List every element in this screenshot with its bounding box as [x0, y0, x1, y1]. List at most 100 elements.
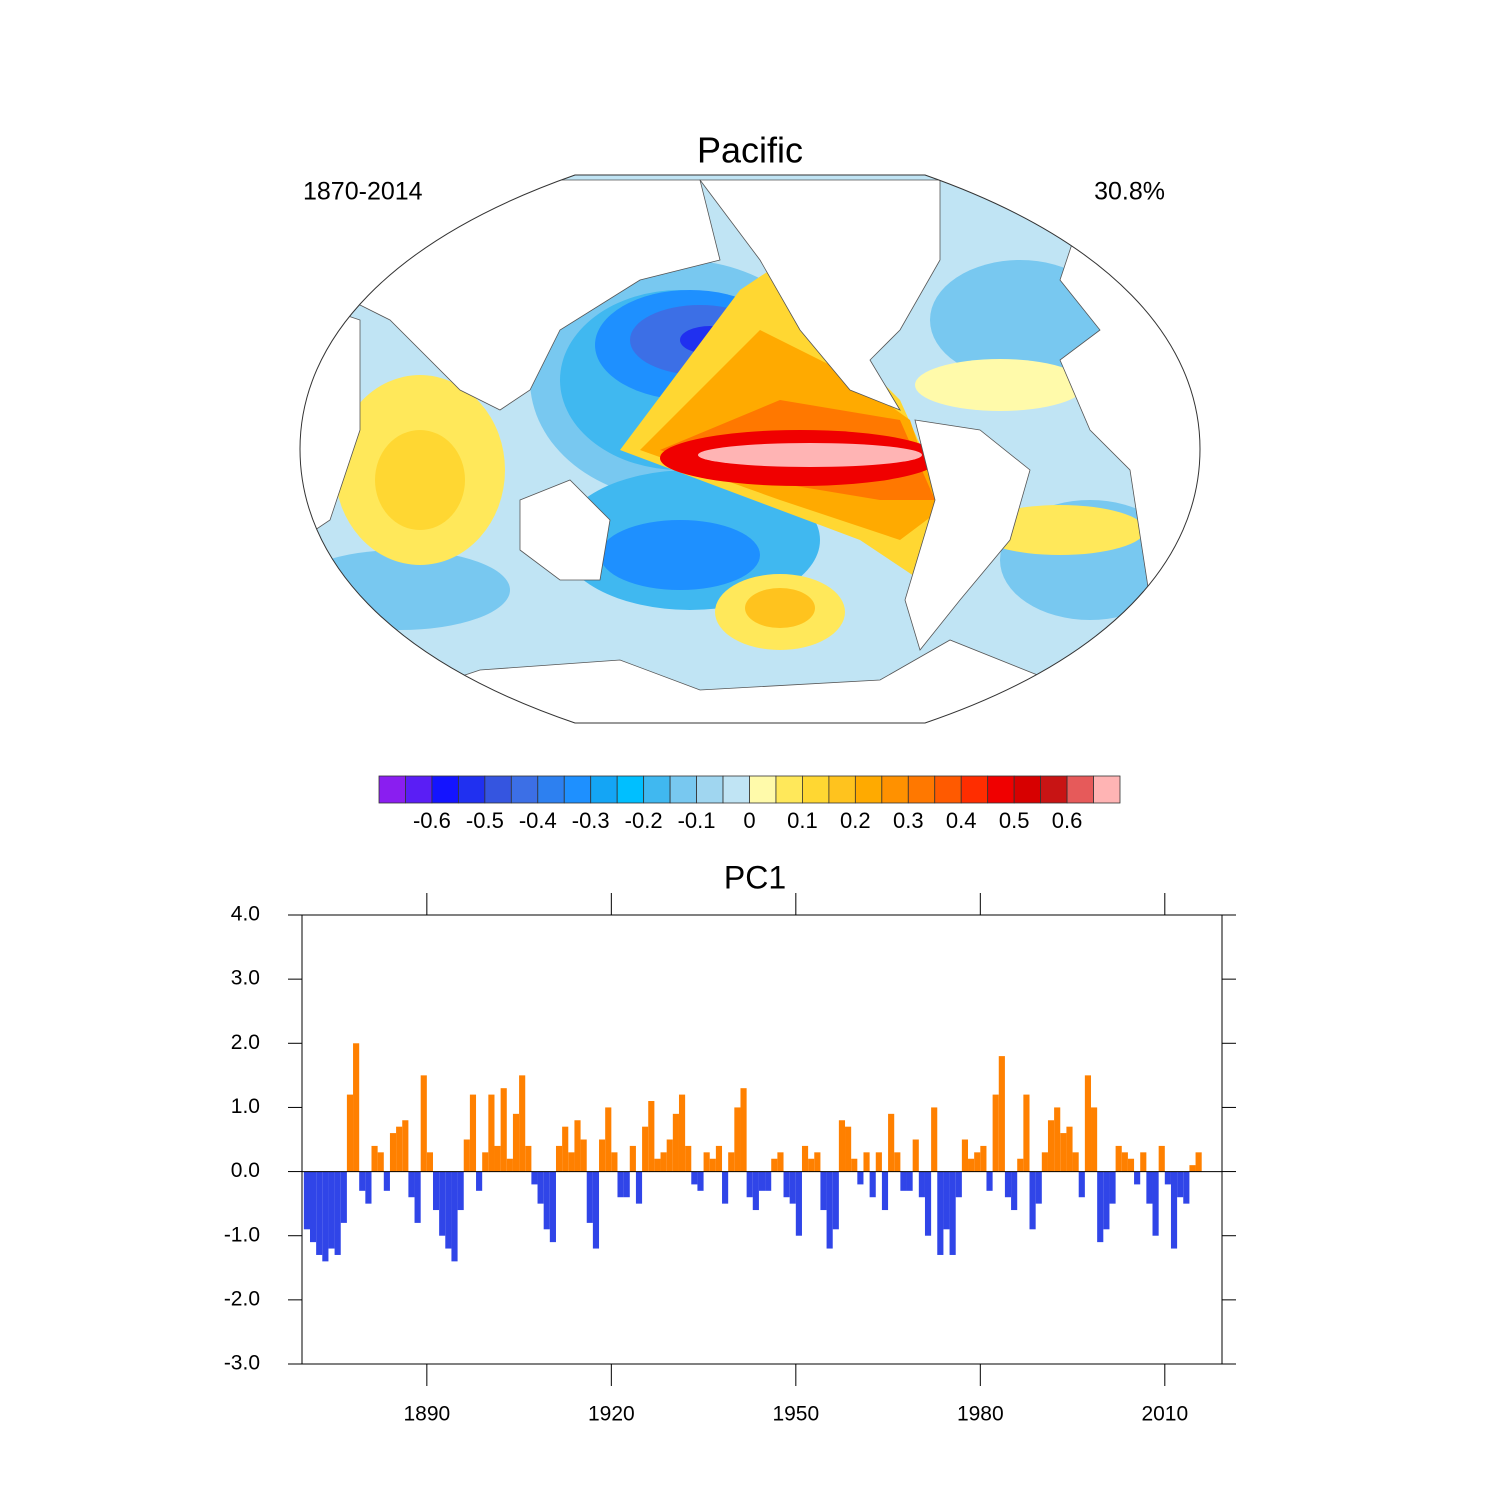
colorbar-box	[828, 775, 856, 804]
colorbar-box	[590, 775, 618, 804]
bar	[555, 1145, 563, 1172]
bar	[1054, 1107, 1061, 1172]
colorbar-box	[378, 775, 406, 804]
bar	[912, 1139, 919, 1172]
bar	[955, 1171, 962, 1198]
bar	[611, 1152, 618, 1172]
bar	[937, 1171, 944, 1255]
bar	[1097, 1171, 1104, 1243]
bar	[629, 1145, 636, 1172]
bar	[549, 1171, 556, 1243]
bar	[789, 1171, 796, 1204]
y-tick-label: 3.0	[231, 967, 260, 990]
bar	[728, 1152, 735, 1172]
bar	[1103, 1171, 1110, 1230]
x-tick-label: 2010	[1141, 1403, 1188, 1426]
bar	[525, 1145, 532, 1172]
x-tick-label: 1950	[772, 1403, 819, 1426]
bar	[426, 1152, 433, 1172]
bar	[949, 1171, 956, 1255]
bar	[1195, 1152, 1202, 1172]
colorbar-label: 0	[743, 808, 755, 833]
bar	[642, 1126, 649, 1172]
bar	[1177, 1171, 1184, 1198]
bar	[1091, 1107, 1098, 1172]
bar	[402, 1120, 409, 1172]
colorbar-box	[457, 775, 486, 804]
bar	[697, 1171, 704, 1191]
bar	[383, 1171, 390, 1191]
bar	[746, 1171, 753, 1198]
colorbar-box	[960, 775, 989, 804]
bar	[875, 1152, 882, 1172]
bar	[918, 1171, 925, 1198]
colorbar-label: 0.6	[1052, 808, 1083, 833]
bar	[783, 1171, 790, 1198]
bar	[1017, 1158, 1024, 1172]
bar	[986, 1171, 993, 1191]
colorbar-box	[537, 775, 565, 804]
bar	[469, 1094, 477, 1172]
bar	[857, 1171, 864, 1185]
y-tick-label: 0.0	[231, 1159, 260, 1182]
bar	[617, 1171, 624, 1198]
y-tick-label: -3.0	[224, 1352, 260, 1375]
bar	[316, 1171, 323, 1255]
bar	[1066, 1126, 1073, 1172]
colorbar-label: 0.2	[840, 808, 871, 833]
bar	[512, 1113, 520, 1172]
bar	[1109, 1171, 1116, 1204]
colorbar-box	[1013, 775, 1042, 804]
y-tick-label: -2.0	[224, 1287, 260, 1310]
bar	[1152, 1171, 1159, 1236]
bar	[691, 1171, 698, 1185]
colorbar-box	[802, 775, 830, 804]
bar	[586, 1171, 593, 1223]
bar	[371, 1145, 378, 1172]
colorbar-box	[510, 775, 539, 804]
bar	[1047, 1120, 1055, 1172]
map-frame	[299, 174, 1201, 724]
bar	[795, 1171, 802, 1236]
bar	[771, 1158, 778, 1172]
colorbar-box	[775, 775, 803, 804]
bar	[845, 1126, 852, 1172]
colorbar-box	[616, 775, 645, 804]
colorbar-box	[484, 775, 512, 804]
bar	[463, 1139, 470, 1172]
colorbar-box	[696, 775, 724, 804]
bar	[537, 1171, 544, 1204]
colorbar-label: 0.3	[893, 808, 924, 833]
bar	[377, 1152, 384, 1172]
colorbar-label: -0.6	[413, 808, 451, 833]
bar	[894, 1152, 901, 1172]
y-tick-label: 1.0	[231, 1095, 260, 1118]
bar	[562, 1126, 569, 1172]
bar	[931, 1107, 938, 1172]
bar	[494, 1145, 501, 1172]
bar	[420, 1075, 427, 1172]
bar	[881, 1171, 889, 1211]
bar	[666, 1139, 673, 1172]
bar	[506, 1158, 513, 1172]
bar	[678, 1094, 686, 1172]
bar	[703, 1152, 710, 1172]
bar	[605, 1107, 612, 1172]
bar	[340, 1171, 347, 1223]
bar	[734, 1107, 741, 1172]
colorbar-label: -0.5	[466, 808, 504, 833]
bar	[961, 1139, 969, 1172]
bar	[1029, 1171, 1036, 1230]
colorbar-box	[854, 775, 883, 804]
bar	[445, 1171, 452, 1249]
chart-title: PC1	[724, 859, 786, 895]
bar	[1140, 1152, 1147, 1172]
bar	[1060, 1133, 1067, 1172]
colorbar-box	[987, 775, 1015, 804]
bar	[389, 1133, 397, 1172]
bar	[1115, 1145, 1122, 1172]
bar	[439, 1171, 446, 1236]
bar	[1183, 1171, 1190, 1204]
